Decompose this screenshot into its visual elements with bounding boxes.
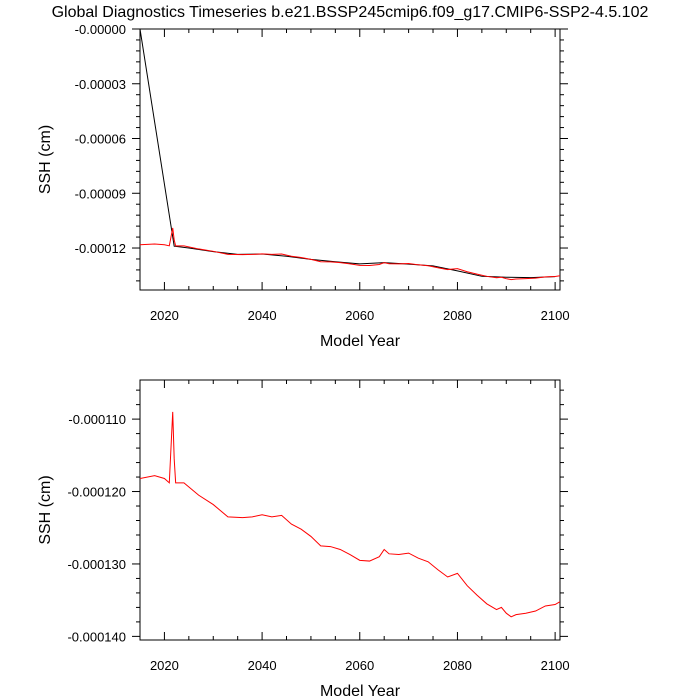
series-line-black (140, 29, 556, 279)
y-tick-label: -0.000110 (68, 412, 126, 427)
x-tick-label: 2080 (443, 658, 472, 673)
x-tick-label: 2060 (345, 658, 374, 673)
y-tick-label: -0.00000 (75, 22, 126, 37)
plot-frame (139, 28, 561, 291)
x-tick-label: 2100 (541, 308, 570, 323)
y-tick-label: -0.00006 (75, 132, 126, 147)
x-axis-label: Model Year (320, 333, 401, 350)
x-axis-label: Model Year (320, 683, 401, 700)
x-tick-label: 2100 (541, 658, 570, 673)
y-tick-label: -0.000120 (67, 485, 126, 500)
plot-frame (139, 379, 561, 641)
y-tick-label: -0.000130 (67, 557, 126, 572)
x-tick-label: 2020 (150, 658, 179, 673)
series-line-red (140, 227, 560, 281)
panel-top: 2020 2040 2060 2080 2100 -0.00012 -0.00009 -0.0… (37, 22, 570, 350)
series-line-red (140, 411, 560, 618)
x-tick-label: 2040 (248, 308, 277, 323)
y-axis-label: SSH (cm) (37, 475, 54, 544)
x-tick-label: 2060 (345, 308, 374, 323)
x-tick-label: 2040 (248, 658, 277, 673)
x-tick-label: 2020 (150, 308, 179, 323)
y-axis-label: SSH (cm) (37, 125, 54, 194)
y-tick-label: -0.00009 (75, 186, 126, 201)
x-tick-label: 2080 (443, 308, 472, 323)
figure-title: Global Diagnostics Timeseries b.e21.BSSP… (52, 4, 649, 21)
y-tick-label: -0.000140 (67, 629, 126, 644)
y-tick-label: -0.00012 (75, 241, 126, 256)
panel-bottom: 2020 2040 2060 2080 2100 -0.000140 -0.000130 -0… (37, 379, 570, 700)
y-tick-label: -0.00003 (75, 77, 126, 92)
